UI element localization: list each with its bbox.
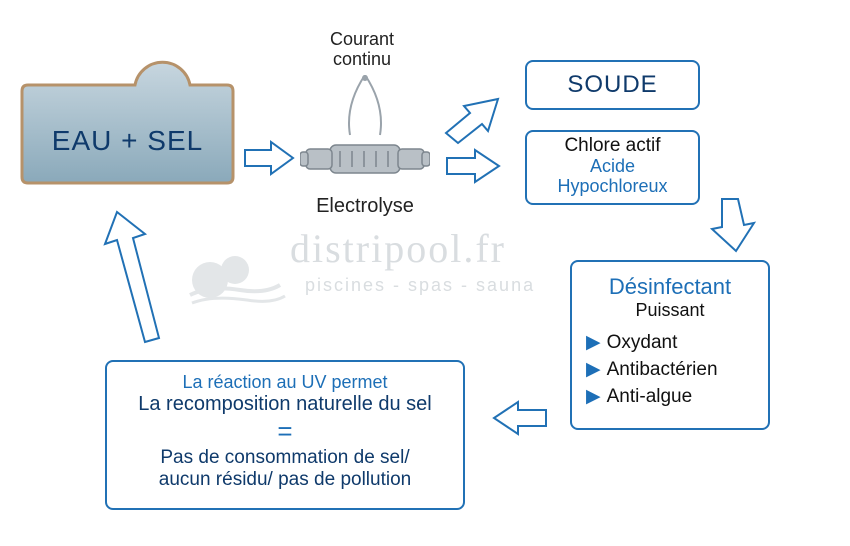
chlore-box: Chlore actif Acide Hypochloreux — [525, 130, 700, 205]
chlore-line2: Acide — [527, 157, 698, 177]
arrow-cell-to-soude — [440, 95, 505, 145]
desinf-item-1: ▶Antibactérien — [586, 358, 754, 381]
desinf-title: Désinfectant — [586, 274, 754, 300]
desinf-item-2: ▶Anti-algue — [586, 385, 754, 408]
arrow-chlore-to-desinf — [710, 195, 760, 257]
bullet-icon: ▶ — [586, 385, 601, 408]
watermark-brand: distripool.fr — [290, 225, 506, 272]
uv-line3: Pas de consommation de sel/ — [115, 447, 455, 469]
courant-line1: Courant — [330, 29, 394, 49]
watermark-tagline: piscines - spas - sauna — [305, 275, 535, 296]
chlore-line1: Chlore actif — [527, 135, 698, 157]
uv-line2: La recomposition naturelle du sel — [115, 393, 455, 416]
electrolysis-cell — [300, 135, 430, 183]
desinf-item-0: ▶Oxydant — [586, 331, 754, 354]
courant-line2: continu — [333, 49, 391, 69]
arrow-uv-to-pool — [95, 210, 165, 350]
desinfectant-box: Désinfectant Puissant ▶Oxydant ▶Antibact… — [570, 260, 770, 430]
uv-box: La réaction au UV permet La recompositio… — [105, 360, 465, 510]
arrow-pool-to-cell — [243, 140, 298, 176]
desinf-subtitle: Puissant — [586, 300, 754, 321]
arrow-desinf-to-uv — [490, 400, 550, 436]
courant-label: Courant continu — [307, 30, 417, 70]
uv-line1: La réaction au UV permet — [115, 372, 455, 393]
electrolyse-label: Electrolyse — [300, 195, 430, 218]
bullet-icon: ▶ — [586, 358, 601, 381]
uv-eq: = — [115, 416, 455, 447]
pool-box: EAU + SEL — [20, 75, 235, 185]
arrow-cell-to-chlore — [445, 148, 505, 184]
uv-line4: aucun résidu/ pas de pollution — [115, 469, 455, 491]
watermark-swirl — [180, 240, 290, 315]
bullet-icon: ▶ — [586, 331, 601, 354]
chlore-line3: Hypochloreux — [527, 177, 698, 197]
soude-box: SOUDE — [525, 60, 700, 110]
soude-label: SOUDE — [527, 71, 698, 99]
pool-label: EAU + SEL — [20, 125, 235, 157]
